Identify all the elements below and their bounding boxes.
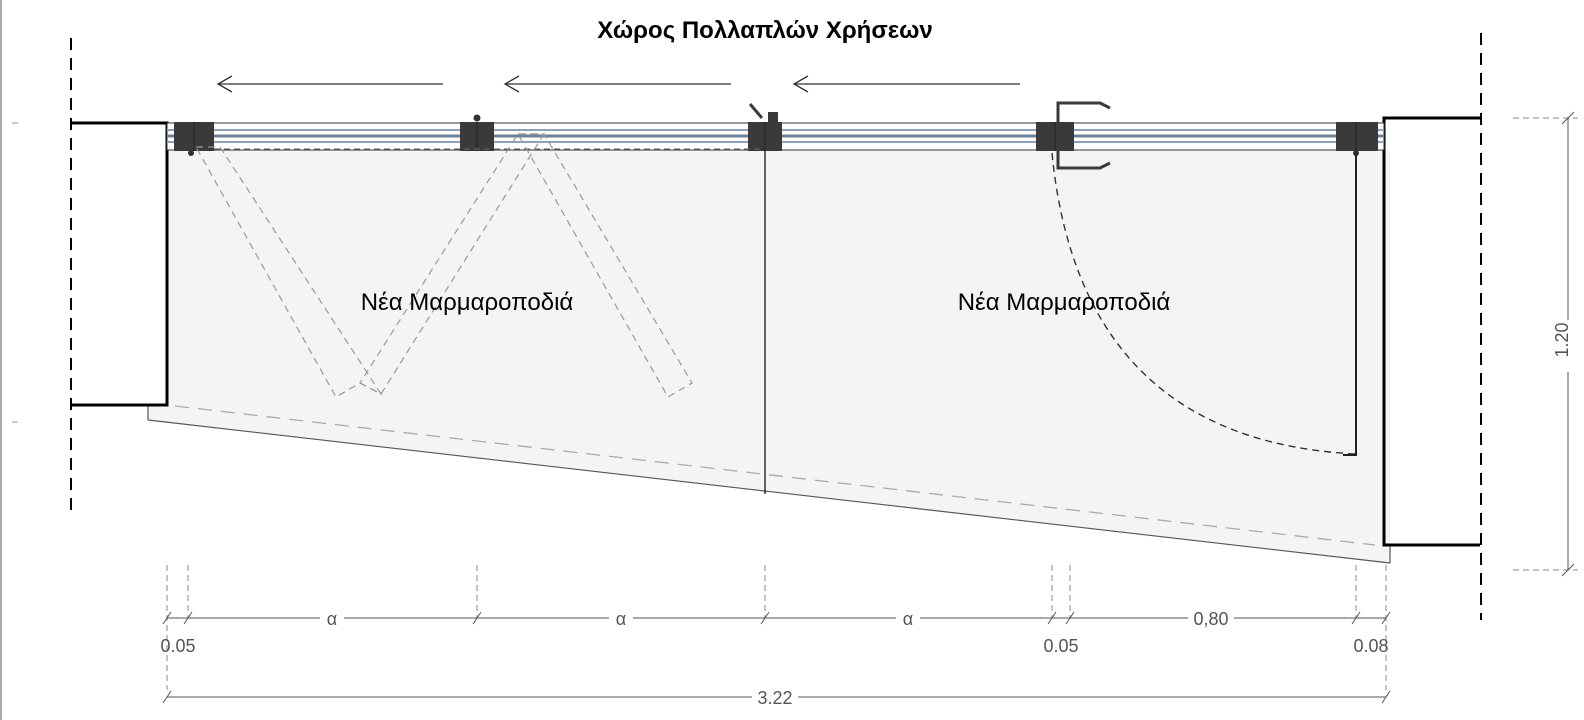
- floor-edge-line: [147, 419, 1391, 564]
- floor-hidden-line: [174, 405, 1376, 546]
- slide-direction-arrows: [216, 75, 1020, 93]
- dimension-label-depth: 1.20: [1552, 322, 1572, 357]
- room-label-right: Νέα Μαρμαροποδιά: [958, 289, 1171, 316]
- right-wall: [1382, 116, 1480, 547]
- dimension-extension-lines: [166, 565, 1387, 690]
- dimension-label-door-width: 0,80: [1193, 609, 1228, 629]
- drawing-title: Χώρος Πολλαπλών Χρήσεων: [597, 17, 933, 44]
- pivot-pin: [188, 150, 194, 156]
- room-label-left: Νέα Μαρμαροποδιά: [361, 289, 574, 316]
- door-swing-arc: [1051, 152, 1357, 455]
- dimension-label-total: 3.22: [757, 688, 792, 708]
- dimension-label-gap-mid: 0.05: [1043, 636, 1078, 656]
- dimension-line-segments: [162, 611, 1391, 625]
- pivot-pin: [473, 114, 481, 122]
- floor-area: [148, 150, 1390, 563]
- door-handle-icon: [1056, 101, 1111, 170]
- dimension-label-gap-left: 0.05: [160, 636, 195, 656]
- folding-panel-swing: [194, 133, 693, 398]
- dimension-label-gap-right: 0.08: [1353, 636, 1388, 656]
- panel-hinge-block: [1336, 122, 1378, 151]
- dimension-label-panel-1: α: [327, 609, 337, 629]
- left-wall: [70, 121, 169, 407]
- dimension-label-panel-3: α: [903, 609, 913, 629]
- dimension-label-panel-2: α: [616, 609, 626, 629]
